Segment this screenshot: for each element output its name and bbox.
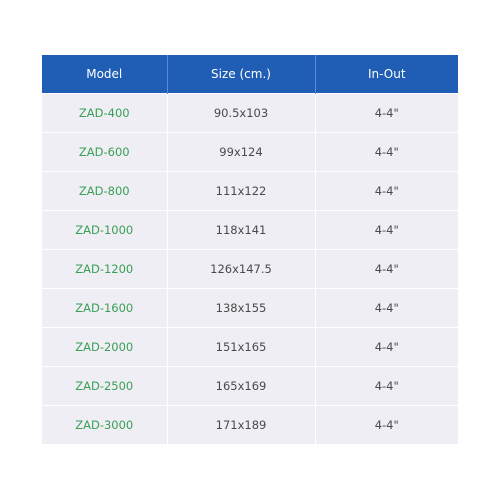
- size-cell: 165x169: [167, 366, 316, 406]
- table-row: ZAD-1200 126x147.5 4-4": [42, 249, 458, 289]
- size-cell: 118x141: [167, 210, 316, 250]
- table-row: ZAD-2000 151x165 4-4": [42, 327, 458, 367]
- model-cell: ZAD-3000: [42, 405, 168, 444]
- table-row: ZAD-1600 138x155 4-4": [42, 288, 458, 328]
- model-cell: ZAD-800: [42, 171, 168, 211]
- in-out-cell: 4-4": [315, 93, 458, 133]
- table-row: ZAD-600 99x124 4-4": [42, 132, 458, 172]
- model-cell: ZAD-1200: [42, 249, 168, 289]
- in-out-cell: 4-4": [315, 171, 458, 211]
- header-model: Model: [42, 55, 168, 94]
- size-cell: 99x124: [167, 132, 316, 172]
- size-cell: 171x189: [167, 405, 316, 444]
- table-row: ZAD-800 111x122 4-4": [42, 171, 458, 211]
- spec-table: Model Size (cm.) In-Out ZAD-400 90.5x103…: [42, 55, 458, 444]
- in-out-cell: 4-4": [315, 405, 458, 444]
- table-row: ZAD-3000 171x189 4-4": [42, 405, 458, 444]
- table-header-row: Model Size (cm.) In-Out: [42, 55, 458, 94]
- model-cell: ZAD-2000: [42, 327, 168, 367]
- header-size: Size (cm.): [167, 55, 316, 94]
- model-cell: ZAD-400: [42, 93, 168, 133]
- in-out-cell: 4-4": [315, 132, 458, 172]
- model-cell: ZAD-600: [42, 132, 168, 172]
- size-cell: 90.5x103: [167, 93, 316, 133]
- table-row: ZAD-1000 118x141 4-4": [42, 210, 458, 250]
- in-out-cell: 4-4": [315, 288, 458, 328]
- in-out-cell: 4-4": [315, 366, 458, 406]
- table-row: ZAD-2500 165x169 4-4": [42, 366, 458, 406]
- table-row: ZAD-400 90.5x103 4-4": [42, 93, 458, 133]
- size-cell: 138x155: [167, 288, 316, 328]
- in-out-cell: 4-4": [315, 327, 458, 367]
- size-cell: 126x147.5: [167, 249, 316, 289]
- size-cell: 151x165: [167, 327, 316, 367]
- in-out-cell: 4-4": [315, 249, 458, 289]
- model-cell: ZAD-2500: [42, 366, 168, 406]
- size-cell: 111x122: [167, 171, 316, 211]
- model-cell: ZAD-1600: [42, 288, 168, 328]
- model-cell: ZAD-1000: [42, 210, 168, 250]
- header-in-out: In-Out: [315, 55, 458, 94]
- in-out-cell: 4-4": [315, 210, 458, 250]
